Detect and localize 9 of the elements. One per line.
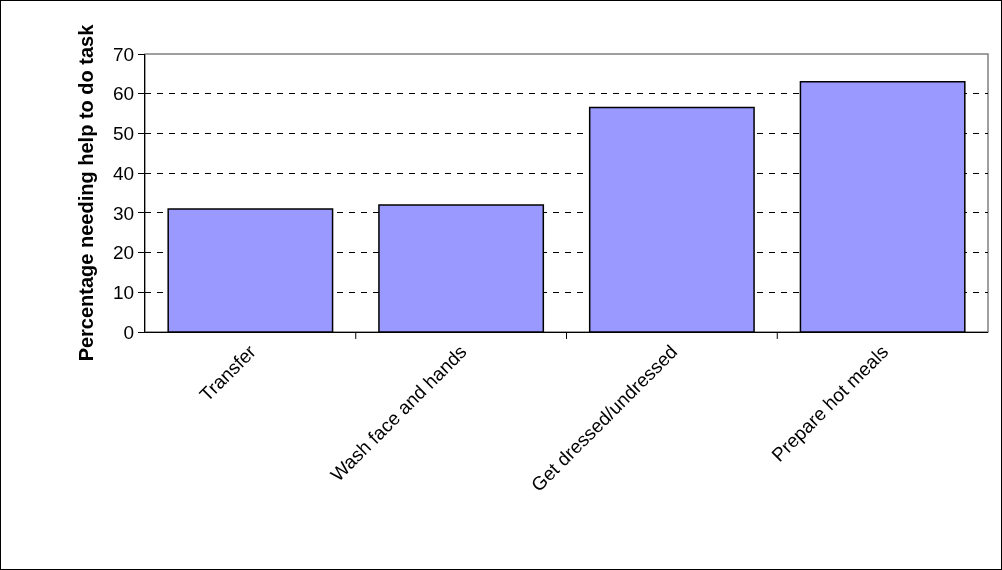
- y-tick-label: 20: [113, 242, 135, 264]
- y-tick-label: 10: [113, 281, 135, 303]
- y-tick-label: 30: [113, 202, 135, 224]
- y-tick-label: 70: [113, 43, 135, 65]
- y-tick-label: 50: [113, 123, 135, 145]
- y-tick-label: 40: [113, 162, 135, 184]
- y-tick-label: 60: [113, 83, 135, 105]
- y-axis-title: Percentage needing help to do task: [74, 23, 97, 362]
- y-tick-label: 0: [123, 321, 135, 343]
